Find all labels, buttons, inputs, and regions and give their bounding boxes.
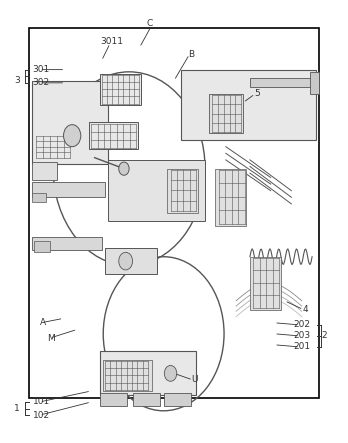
Text: C: C xyxy=(147,19,153,28)
Bar xyxy=(105,248,157,274)
Text: 201: 201 xyxy=(293,342,310,351)
Bar xyxy=(100,351,196,396)
Text: 2: 2 xyxy=(321,331,327,341)
Bar xyxy=(29,28,319,397)
Bar xyxy=(103,360,152,391)
Bar xyxy=(32,237,102,250)
Circle shape xyxy=(64,124,81,147)
Bar xyxy=(208,94,243,133)
Text: 301: 301 xyxy=(32,65,50,74)
Bar xyxy=(32,182,105,197)
Bar xyxy=(133,393,160,406)
Bar xyxy=(164,393,191,406)
Text: 302: 302 xyxy=(32,78,50,87)
Circle shape xyxy=(164,365,177,381)
Text: U: U xyxy=(191,376,198,385)
Bar xyxy=(181,70,316,140)
Text: 4: 4 xyxy=(302,305,308,314)
Text: A: A xyxy=(40,318,46,327)
Text: M: M xyxy=(48,334,55,342)
Bar xyxy=(109,160,205,222)
Bar xyxy=(310,72,319,94)
Text: 3011: 3011 xyxy=(100,36,123,46)
Bar xyxy=(32,193,46,202)
Text: B: B xyxy=(188,50,194,59)
Text: 102: 102 xyxy=(32,411,50,420)
Text: 3: 3 xyxy=(14,76,20,85)
Text: 1: 1 xyxy=(14,404,20,413)
Bar xyxy=(100,393,127,406)
Text: 202: 202 xyxy=(293,320,310,330)
Bar xyxy=(34,241,50,253)
Text: 101: 101 xyxy=(32,397,50,407)
Text: 5: 5 xyxy=(254,89,260,98)
Bar xyxy=(32,81,109,164)
Bar xyxy=(215,169,246,226)
Bar xyxy=(250,256,281,310)
Bar xyxy=(167,169,198,213)
Bar xyxy=(100,74,141,105)
Circle shape xyxy=(119,253,133,270)
Bar xyxy=(89,122,138,149)
Bar xyxy=(250,78,316,87)
Circle shape xyxy=(119,162,129,175)
Bar xyxy=(32,162,57,180)
Text: 203: 203 xyxy=(293,331,310,341)
